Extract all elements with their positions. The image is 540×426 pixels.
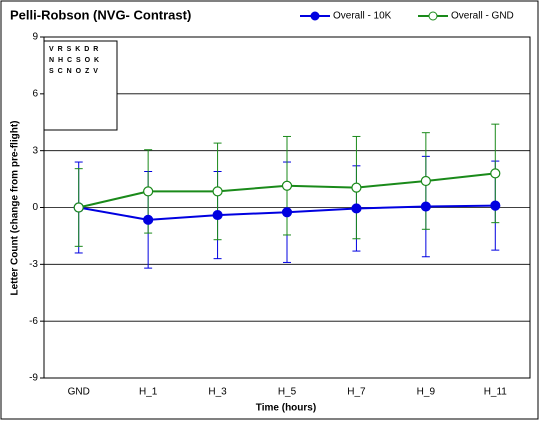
data-point — [213, 211, 222, 220]
y-tick-label: 0 — [32, 202, 38, 213]
data-point — [352, 204, 361, 213]
x-tick-label: H_11 — [484, 387, 508, 398]
x-tick-label: GND — [68, 387, 90, 398]
inset-frame — [44, 41, 117, 130]
data-point — [213, 187, 222, 196]
x-tick-label: H_1 — [139, 387, 158, 398]
data-point — [421, 202, 430, 211]
legend-marker — [429, 12, 437, 20]
x-tick-label: H_9 — [417, 387, 436, 398]
y-axis-label: Letter Count (change from pre-flight) — [10, 121, 21, 296]
y-tick-label: 3 — [32, 145, 38, 156]
x-tick-label: H_5 — [278, 387, 297, 398]
legend-label: Overall - 10K — [333, 11, 392, 22]
y-tick-label: -3 — [29, 259, 38, 270]
data-point — [283, 181, 292, 190]
legend-label: Overall - GND — [451, 11, 514, 22]
data-point — [74, 203, 83, 212]
chart: Pelli-Robson (NVG- Contrast) Time (hours… — [0, 0, 540, 421]
data-point — [421, 176, 430, 185]
inset-eye-chart: V R S K D R N H C S O K S C N O Z V — [44, 41, 117, 130]
legend-marker — [311, 12, 319, 20]
data-point — [144, 187, 153, 196]
x-axis-label: Time (hours) — [256, 403, 316, 414]
y-tick-label: 9 — [32, 32, 38, 43]
data-point — [144, 215, 153, 224]
data-point — [352, 183, 361, 192]
data-point — [491, 201, 500, 210]
x-tick-label: H_3 — [208, 387, 227, 398]
inset-row: S C N O Z V — [49, 68, 99, 75]
data-point — [491, 169, 500, 178]
inset-row: V R S K D R — [49, 46, 99, 53]
y-tick-label: -6 — [29, 316, 38, 327]
y-tick-label: 6 — [32, 88, 38, 99]
chart-title: Pelli-Robson (NVG- Contrast) — [10, 7, 191, 22]
y-tick-label: -9 — [29, 373, 38, 384]
data-point — [283, 208, 292, 217]
inset-row: N H C S O K — [49, 57, 100, 64]
x-tick-label: H_7 — [347, 387, 366, 398]
